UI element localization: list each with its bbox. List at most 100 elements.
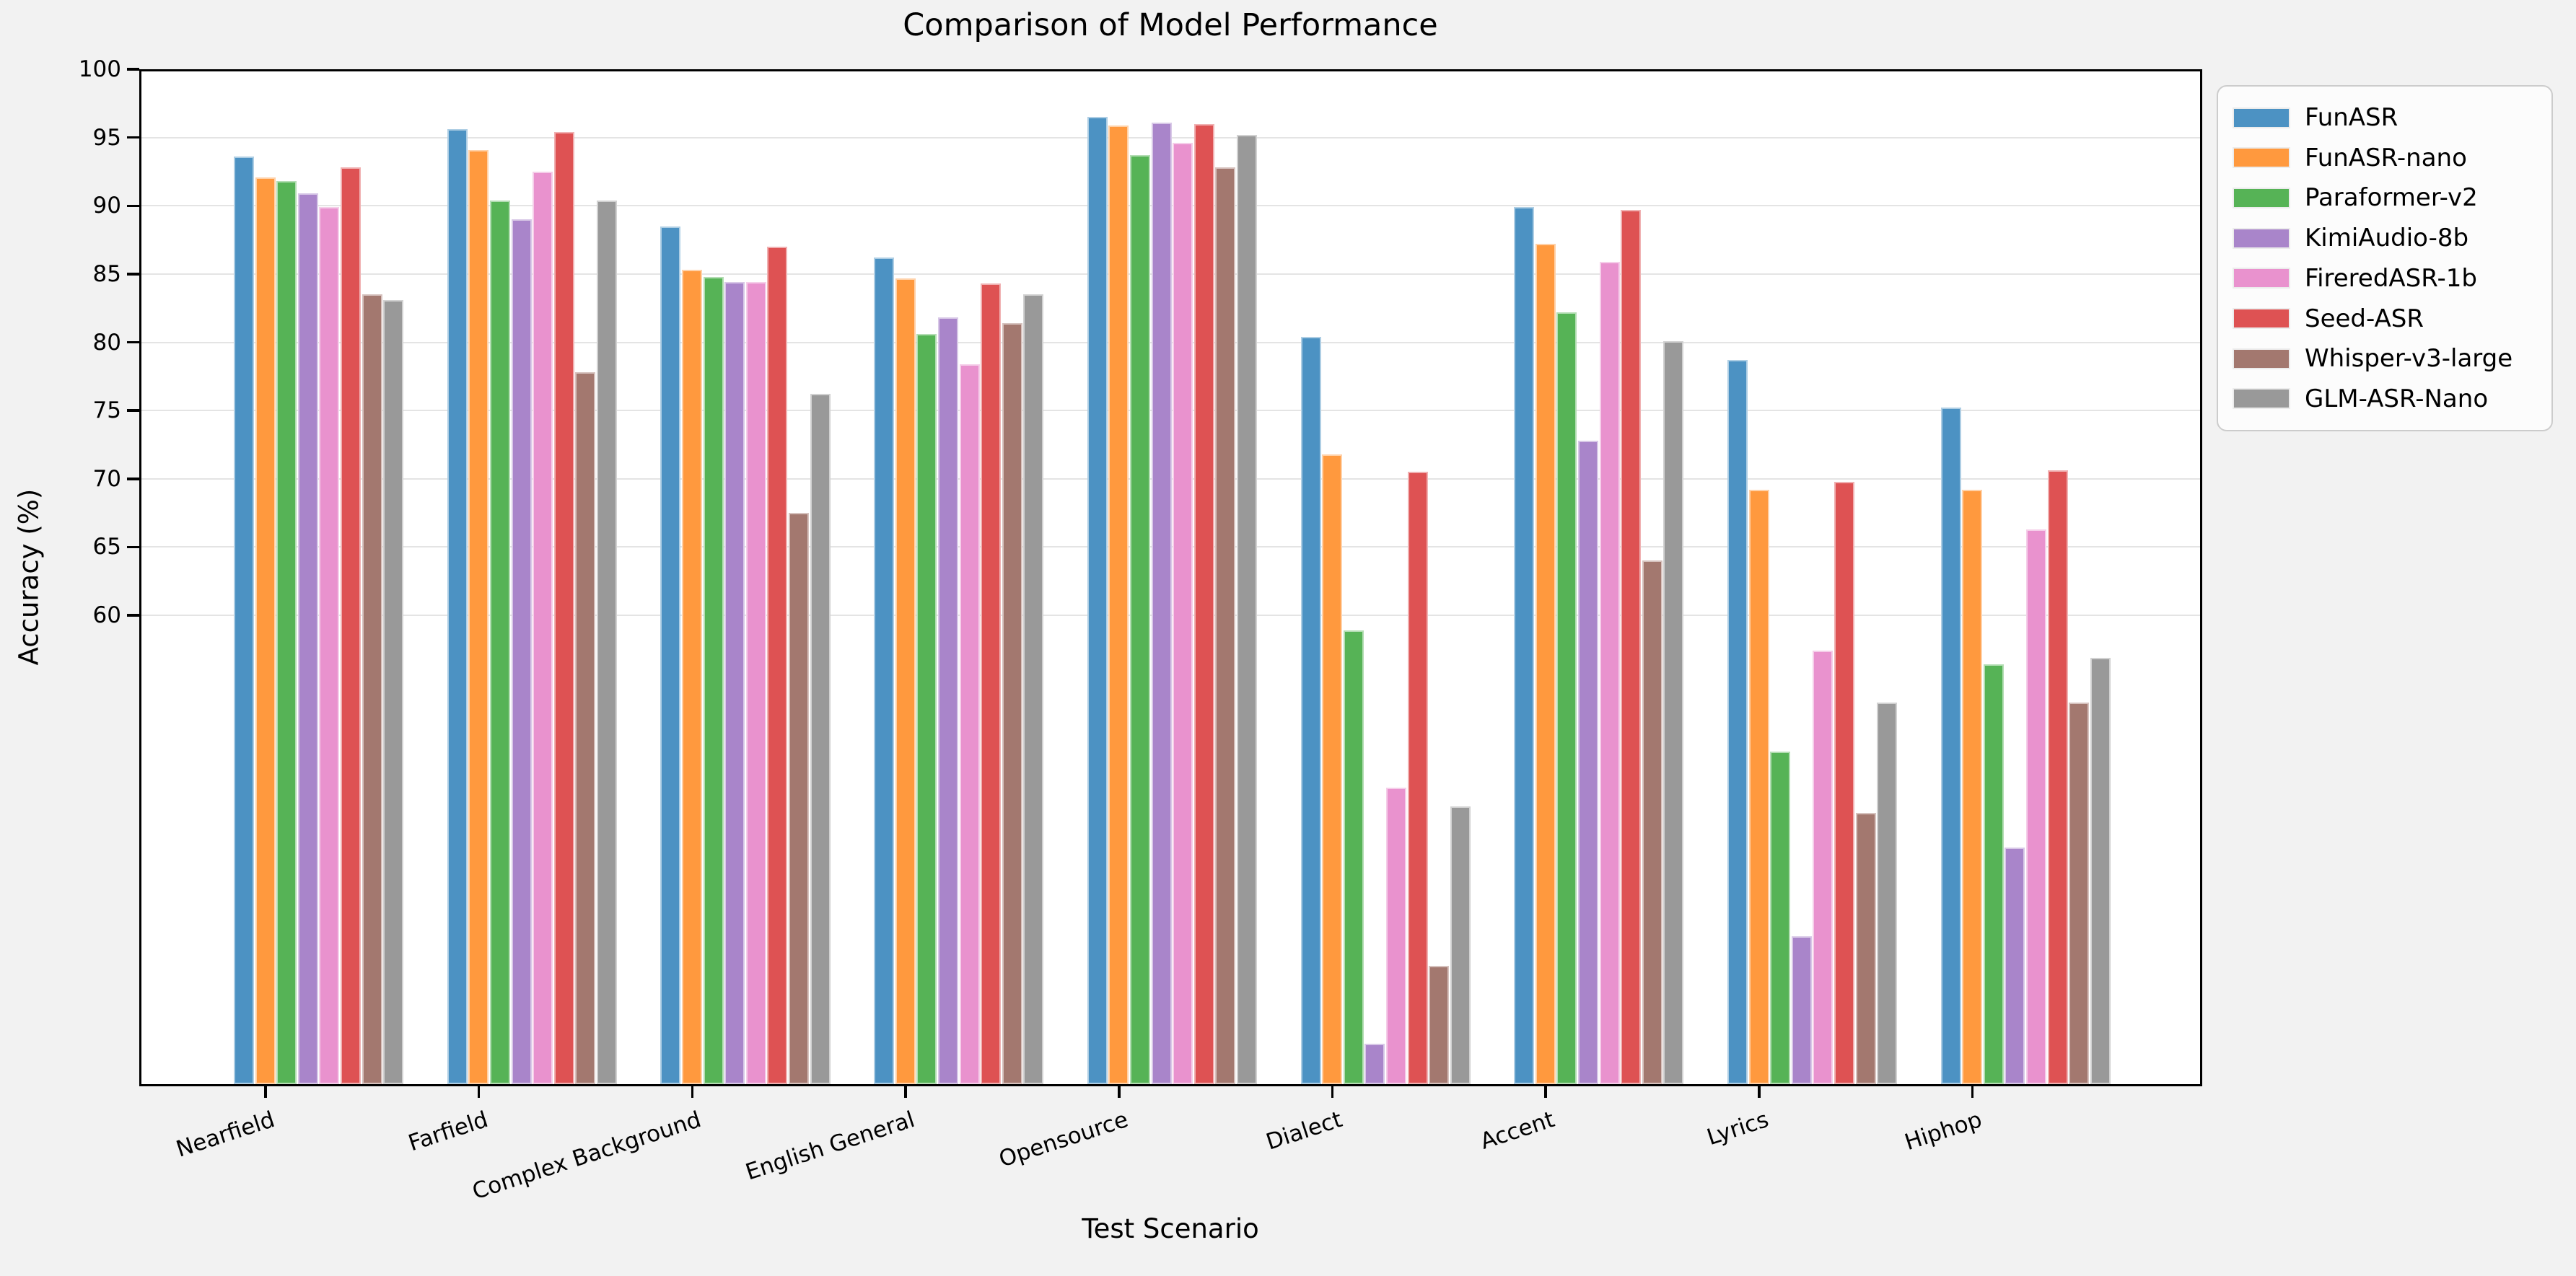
legend-item-label: KimiAudio-8b [2305,224,2469,253]
bar [745,282,766,1084]
bar [1877,703,1898,1084]
bar [895,278,916,1084]
bar [447,129,468,1084]
legend-item: Whisper-v3-large [2233,340,2537,377]
bar [1364,1044,1385,1084]
x-tick-label: Lyrics [1704,1106,1772,1151]
bar [596,200,617,1084]
bar [1748,489,1769,1084]
x-tick-label: Farfield [405,1106,491,1157]
legend-item-label: Paraformer-v2 [2305,183,2478,213]
bar [511,219,532,1084]
y-tick-mark [127,614,139,617]
bar [937,317,958,1084]
y-tick-label: 90 [92,193,121,219]
bar [1514,207,1535,1084]
bar [276,181,297,1084]
x-tick-mark [1971,1086,1974,1098]
bar [1237,134,1257,1084]
bar [234,157,254,1084]
y-tick-label: 85 [92,260,121,287]
bar [1023,294,1044,1084]
bar [2047,470,2068,1084]
bar [682,270,702,1084]
bar [468,149,489,1084]
x-tick-mark [1331,1086,1334,1098]
y-tick-mark [127,136,139,139]
bar [1770,752,1791,1084]
x-tick-label: Accent [1477,1106,1558,1155]
y-tick-mark [127,68,139,71]
bar [575,372,596,1084]
y-tick-mark [127,273,139,276]
bar [1791,936,1812,1084]
x-tick-label: Opensource [995,1106,1131,1173]
legend-swatch [2233,107,2290,128]
bar [2069,703,2090,1084]
bar [362,294,382,1084]
bar [1599,261,1620,1084]
y-tick-mark [127,409,139,412]
bar [1450,806,1471,1084]
bar [1407,472,1428,1084]
legend-swatch [2233,388,2290,410]
legend-swatch [2233,227,2290,249]
legend-item: Paraformer-v2 [2233,180,2537,216]
bar [383,299,404,1084]
bar [1002,323,1022,1084]
bar [1962,489,1983,1084]
legend: FunASR FunASR-nano Paraformer-v2 KimiAudio-… [2217,85,2553,431]
legend-item: FunASR-nano [2233,140,2537,176]
y-tick-mark [127,340,139,344]
legend-swatch [2233,147,2290,169]
bar [1813,651,1834,1084]
legend-item-label: GLM-ASR-Nano [2305,384,2489,413]
bar [1429,966,1450,1084]
legend-item: GLM-ASR-Nano [2233,381,2537,417]
bar [1215,167,1236,1084]
bar [297,193,318,1084]
bar [1300,336,1321,1084]
x-tick-mark [264,1086,267,1098]
bar [1087,117,1108,1084]
bar [767,247,788,1084]
bar [810,394,831,1084]
chart-title: Comparison of Model Performance [903,7,1438,43]
legend-item: KimiAudio-8b [2233,220,2537,256]
bar [1940,408,1961,1084]
y-tick-mark [127,478,139,480]
y-tick-label: 95 [92,124,121,151]
legend-item: FireredASR-1b [2233,260,2537,296]
legend-item: FunASR [2233,100,2537,136]
x-tick-mark [1118,1086,1121,1098]
bar [1385,787,1406,1084]
x-tick-mark [477,1086,481,1098]
x-tick-label: English General [742,1106,919,1186]
bar [1556,312,1577,1084]
x-tick-label: Dialect [1262,1106,1345,1156]
bar [1621,209,1642,1084]
bar [2026,529,2046,1084]
bar [1108,125,1129,1084]
bar [255,177,276,1084]
bar [2090,657,2111,1084]
bar [981,283,1002,1084]
bar [789,513,809,1084]
legend-item-label: Whisper-v3-large [2305,344,2513,374]
bar [1834,481,1854,1084]
legend-item-label: FunASR [2305,103,2398,132]
x-tick-label: Nearfield [172,1106,279,1163]
bar [724,282,745,1084]
x-tick-mark [1544,1086,1547,1098]
bar [1173,143,1193,1084]
legend-swatch [2233,268,2290,289]
legend-item-label: Seed-ASR [2305,304,2424,333]
y-tick-label: 65 [92,534,121,560]
legend-item-label: FireredASR-1b [2305,263,2477,293]
legend-item: Seed-ASR [2233,301,2537,337]
y-tick-label: 75 [92,397,121,424]
bar [341,167,361,1084]
bar [874,258,895,1084]
x-tick-label: Hiphop [1901,1106,1985,1156]
y-tick-label: 70 [92,465,121,492]
